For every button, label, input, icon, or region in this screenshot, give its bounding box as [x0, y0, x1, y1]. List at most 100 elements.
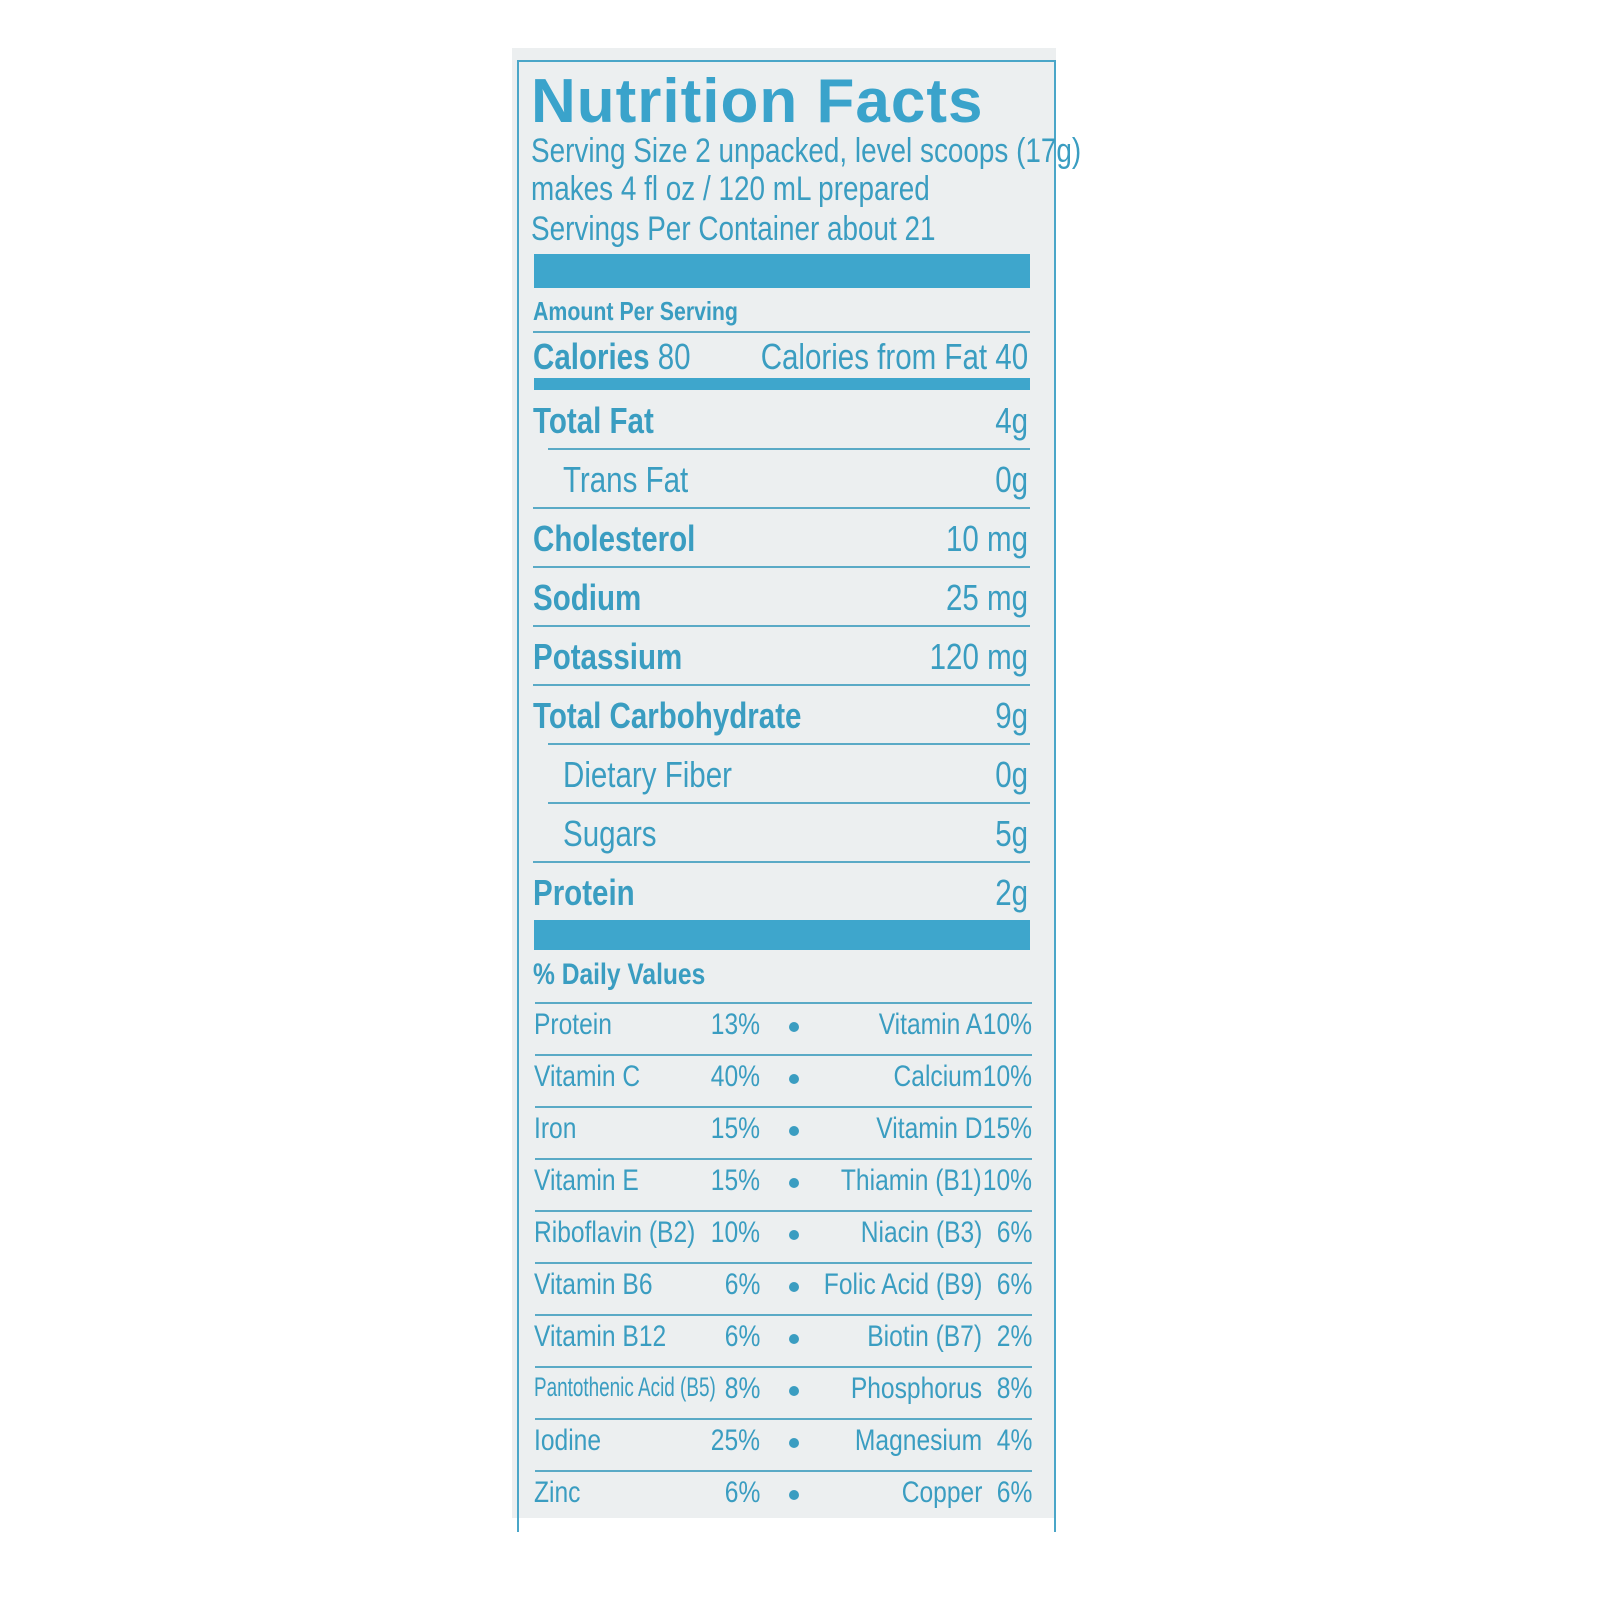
dv-left-name-text: Pantothenic Acid (B5) — [534, 1372, 716, 1402]
dv-right-pct-text: 6% — [996, 1476, 1032, 1509]
dv-left-pct-text: 6% — [724, 1268, 760, 1301]
amount-per-serving: Amount Per Serving — [533, 296, 783, 327]
nutrient-name-text: Dietary Fiber — [563, 754, 732, 795]
dv-left-name: Vitamin B12 — [534, 1320, 695, 1354]
bullet-icon — [789, 1490, 799, 1500]
nutrient-value-text: 25 mg — [945, 577, 1028, 618]
dv-right-name-text: Niacin (B3) — [860, 1216, 982, 1249]
dv-left-pct-text: 8% — [724, 1372, 760, 1405]
dv-left-pct: 6% — [717, 1268, 760, 1302]
nutrient-name-text: Cholesterol — [533, 518, 696, 559]
dv-left-pct: 13% — [700, 1008, 760, 1042]
dv-left-name: Riboflavin (B2) — [534, 1216, 731, 1250]
nutrient-value-text: 10 mg — [945, 518, 1028, 559]
nutrient-value-text: 0g — [995, 754, 1028, 795]
nutrient-name-text: Protein — [533, 872, 635, 913]
dv-right-name: Magnesium — [827, 1424, 982, 1458]
dv-right-name: Vitamin D — [853, 1112, 982, 1146]
bullet-icon — [789, 1022, 799, 1032]
dv-right-name: Vitamin A — [856, 1008, 982, 1042]
dv-left-name: Vitamin C — [534, 1060, 664, 1094]
nutrient-value: 5g — [988, 813, 1028, 855]
dv-right-pct-text: 8% — [996, 1372, 1032, 1405]
dv-left-name-text: Vitamin C — [534, 1060, 641, 1093]
dv-left-name-text: Vitamin B6 — [534, 1268, 653, 1301]
dv-right-name: Niacin (B3) — [834, 1216, 982, 1250]
nutrient-value-text: 4g — [995, 400, 1028, 441]
divider — [533, 684, 1030, 686]
dv-left-pct-text: 13% — [710, 1008, 760, 1041]
dv-left-pct: 6% — [717, 1476, 760, 1510]
divider — [535, 1210, 1032, 1212]
dv-right-pct: 10% — [972, 1008, 1032, 1042]
dv-left-pct-text: 15% — [710, 1112, 760, 1145]
dv-left-pct: 25% — [700, 1424, 760, 1458]
dv-right-pct: 6% — [989, 1476, 1032, 1510]
dv-left-name: Vitamin E — [534, 1164, 662, 1198]
nutrient-value-text: 5g — [995, 813, 1028, 854]
calories-value: 80 — [657, 336, 691, 377]
nutrient-name: Cholesterol — [533, 518, 731, 560]
prepared-text: makes 4 fl oz / 120 mL prepared — [531, 170, 930, 208]
dv-right-name-text: Phosphorus — [850, 1372, 982, 1405]
dv-left-name: Pantothenic Acid (B5) — [534, 1372, 794, 1403]
dv-left-pct-text: 6% — [724, 1476, 760, 1509]
dv-left-pct: 10% — [700, 1216, 760, 1250]
divider — [533, 566, 1030, 568]
divider — [535, 1106, 1032, 1108]
servings-text: Servings Per Container about 21 — [531, 210, 936, 248]
serving-size: Serving Size 2 unpacked, level scoops (1… — [531, 132, 1202, 171]
divider — [548, 448, 1030, 450]
nutrient-value: 2g — [988, 872, 1028, 914]
nutrient-value: 120 mg — [908, 636, 1028, 678]
nutrient-value-text: 0g — [995, 459, 1028, 500]
divider — [548, 743, 1030, 745]
dv-right-pct: 6% — [989, 1268, 1032, 1302]
nutrient-value: 9g — [988, 695, 1028, 737]
dv-right-name-text: Vitamin D — [875, 1112, 982, 1145]
nutrient-name: Trans Fat — [563, 459, 716, 501]
daily-values-heading: % Daily Values — [533, 958, 743, 992]
dv-left-name-text: Riboflavin (B2) — [534, 1216, 696, 1249]
nutrient-name-text: Total Fat — [533, 400, 654, 441]
dv-left-name: Zinc — [534, 1476, 591, 1510]
dv-left-name-text: Vitamin B12 — [534, 1320, 667, 1353]
amount-per-serving-text: Amount Per Serving — [533, 296, 738, 326]
nutrient-name: Total Fat — [533, 400, 680, 442]
bullet-icon — [789, 1126, 799, 1136]
prepared-amount: makes 4 fl oz / 120 mL prepared — [531, 170, 1017, 209]
nutrient-name: Dietary Fiber — [563, 754, 769, 796]
dv-right-name-text: Copper — [901, 1476, 982, 1509]
dv-right-pct: 2% — [989, 1320, 1032, 1354]
dv-left-pct-text: 25% — [710, 1424, 760, 1457]
dv-right-pct-text: 10% — [982, 1008, 1032, 1041]
dv-right-pct: 6% — [989, 1216, 1032, 1250]
nutrient-value: 10 mg — [928, 518, 1028, 560]
dv-left-pct-text: 10% — [710, 1216, 760, 1249]
divider — [535, 1054, 1032, 1056]
nutrient-name-text: Trans Fat — [563, 459, 689, 500]
dv-right-name-text: Folic Acid (B9) — [823, 1268, 982, 1301]
dv-right-pct: 10% — [972, 1164, 1032, 1198]
dv-right-name-text: Thiamin (B1) — [841, 1164, 982, 1197]
dv-right-name: Folic Acid (B9) — [789, 1268, 982, 1302]
label-frame — [517, 60, 1056, 1532]
nutrient-value-text: 9g — [995, 695, 1028, 736]
nutrient-name: Sugars — [563, 813, 677, 855]
nutrient-name: Sodium — [533, 577, 665, 619]
nutrient-name-text: Total Carbohydrate — [533, 695, 802, 736]
dv-left-name-text: Vitamin E — [534, 1164, 639, 1197]
dv-left-pct: 8% — [717, 1372, 760, 1406]
dv-right-name-text: Calcium — [893, 1060, 982, 1093]
dv-right-pct: 8% — [989, 1372, 1032, 1406]
thick-divider — [534, 920, 1030, 950]
bullet-icon — [789, 1282, 799, 1292]
bullet-icon — [789, 1438, 799, 1448]
nutrient-name: Potassium — [533, 636, 715, 678]
dv-right-pct-text: 2% — [996, 1320, 1032, 1353]
bullet-icon — [789, 1386, 799, 1396]
divider — [533, 861, 1030, 863]
dv-left-name-text: Iodine — [534, 1424, 602, 1457]
dv-right-name: Biotin (B7) — [842, 1320, 982, 1354]
divider — [535, 1418, 1032, 1420]
